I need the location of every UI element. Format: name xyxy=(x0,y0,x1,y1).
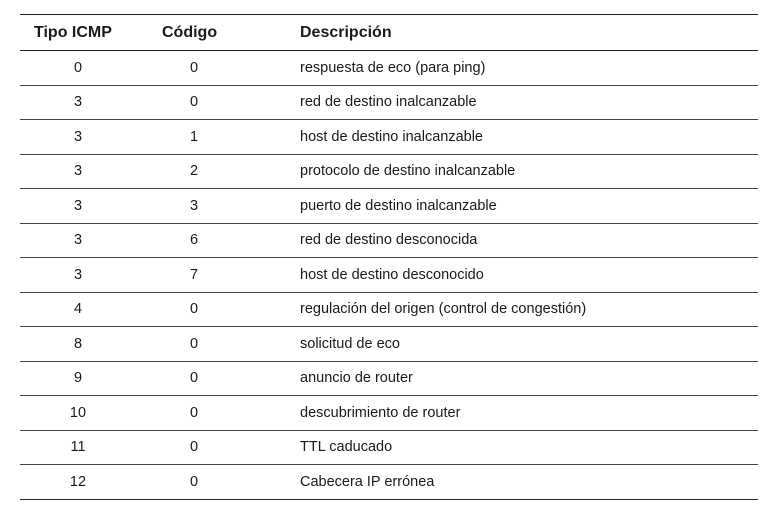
cell-code: 0 xyxy=(138,464,252,500)
cell-code: 0 xyxy=(138,50,252,86)
cell-description: solicitud de eco xyxy=(252,326,758,362)
cell-icmp-type: 9 xyxy=(20,361,138,396)
table-header: Tipo ICMP Código Descripción xyxy=(20,14,758,51)
table-row: 9 0 anuncio de router xyxy=(20,361,758,396)
cell-code: 0 xyxy=(138,85,252,120)
cell-description: regulación del origen (control de conges… xyxy=(252,292,758,327)
cell-description: respuesta de eco (para ping) xyxy=(252,50,758,86)
cell-code: 0 xyxy=(138,361,252,396)
cell-description: red de destino desconocida xyxy=(252,223,758,258)
cell-description: protocolo de destino inalcanzable xyxy=(252,154,758,189)
table-row: 3 7 host de destino desconocido xyxy=(20,257,758,293)
header-icmp-type: Tipo ICMP xyxy=(20,14,138,51)
cell-icmp-type: 3 xyxy=(20,119,138,155)
cell-icmp-type: 3 xyxy=(20,223,138,258)
header-row: Tipo ICMP Código Descripción xyxy=(20,14,758,51)
icmp-table-container: Tipo ICMP Código Descripción 0 0 respuesta… xyxy=(20,14,758,500)
table-body: 0 0 respuesta de eco (para ping) 3 0 red de d… xyxy=(20,50,758,500)
cell-code: 2 xyxy=(138,154,252,189)
cell-icmp-type: 11 xyxy=(20,430,138,465)
cell-icmp-type: 8 xyxy=(20,326,138,362)
cell-code: 0 xyxy=(138,326,252,362)
table-row: 3 0 red de destino inalcanzable xyxy=(20,85,758,120)
table-row: 4 0 regulación del origen (control de cong… xyxy=(20,292,758,327)
table-row: 11 0 TTL caducado xyxy=(20,430,758,465)
table-row: 3 2 protocolo de destino inalcanzable xyxy=(20,154,758,189)
cell-code: 0 xyxy=(138,395,252,431)
header-description: Descripción xyxy=(252,14,758,51)
header-code: Código xyxy=(138,14,252,51)
cell-icmp-type: 4 xyxy=(20,292,138,327)
cell-description: host de destino desconocido xyxy=(252,257,758,293)
table-row: 0 0 respuesta de eco (para ping) xyxy=(20,50,758,86)
table-row: 8 0 solicitud de eco xyxy=(20,326,758,362)
cell-icmp-type: 3 xyxy=(20,85,138,120)
icmp-types-table: Tipo ICMP Código Descripción 0 0 respuesta… xyxy=(20,14,758,500)
cell-icmp-type: 3 xyxy=(20,188,138,224)
table-row: 3 3 puerto de destino inalcanzable xyxy=(20,188,758,224)
cell-description: TTL caducado xyxy=(252,430,758,465)
cell-icmp-type: 12 xyxy=(20,464,138,500)
cell-description: puerto de destino inalcanzable xyxy=(252,188,758,224)
table-row: 3 1 host de destino inalcanzable xyxy=(20,119,758,155)
cell-description: anuncio de router xyxy=(252,361,758,396)
table-row: 10 0 descubrimiento de router xyxy=(20,395,758,431)
cell-code: 0 xyxy=(138,292,252,327)
table-row: 12 0 Cabecera IP errónea xyxy=(20,464,758,500)
cell-icmp-type: 0 xyxy=(20,50,138,86)
cell-icmp-type: 10 xyxy=(20,395,138,431)
cell-icmp-type: 3 xyxy=(20,257,138,293)
cell-code: 0 xyxy=(138,430,252,465)
cell-code: 3 xyxy=(138,188,252,224)
table-row: 3 6 red de destino desconocida xyxy=(20,223,758,258)
cell-code: 7 xyxy=(138,257,252,293)
cell-code: 6 xyxy=(138,223,252,258)
cell-code: 1 xyxy=(138,119,252,155)
cell-description: Cabecera IP errónea xyxy=(252,464,758,500)
cell-icmp-type: 3 xyxy=(20,154,138,189)
cell-description: red de destino inalcanzable xyxy=(252,85,758,120)
cell-description: host de destino inalcanzable xyxy=(252,119,758,155)
cell-description: descubrimiento de router xyxy=(252,395,758,431)
